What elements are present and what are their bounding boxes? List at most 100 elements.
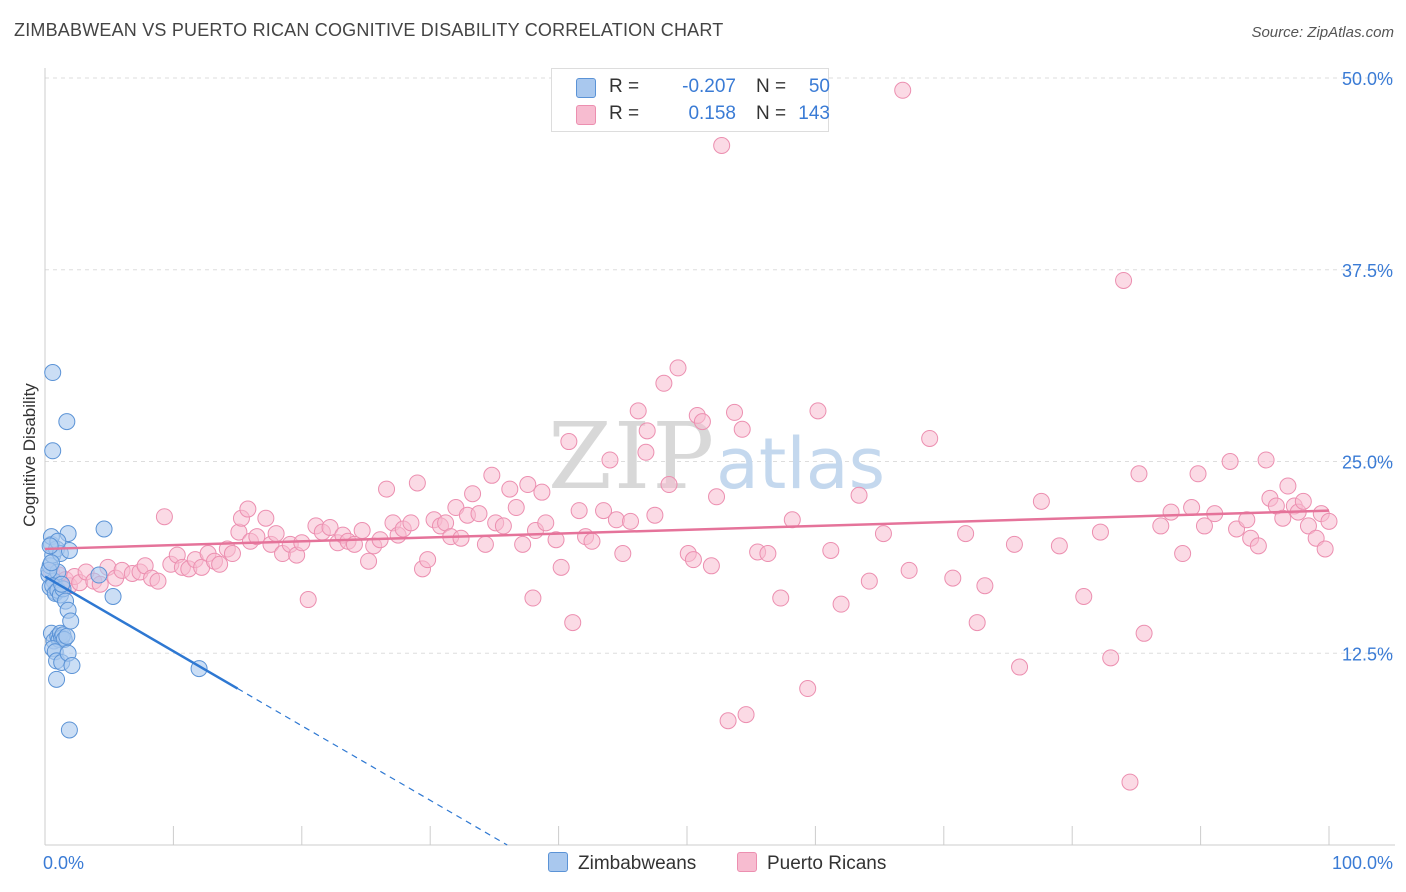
puerto-rican-point — [1294, 492, 1312, 510]
puerto-rican-point — [693, 413, 711, 431]
puerto-rican-point — [452, 529, 470, 547]
zimbabwean-point — [95, 520, 113, 538]
bottom-legend-swatch-blue — [548, 852, 568, 872]
zimbabwean-point — [90, 566, 108, 584]
legend-n-value: 50 — [808, 76, 830, 97]
puerto-rican-point — [293, 534, 311, 552]
puerto-rican-point — [850, 486, 868, 504]
puerto-rican-point — [638, 422, 656, 440]
puerto-rican-point — [1221, 453, 1239, 470]
puerto-rican-point — [419, 551, 437, 569]
legend-n-label: N = — [756, 76, 787, 97]
puerto-rican-point — [570, 502, 588, 520]
puerto-rican-point — [1152, 517, 1170, 535]
axes — [44, 68, 1395, 846]
puerto-rican-point — [733, 420, 751, 438]
puerto-rican-point — [211, 555, 229, 573]
zimbabwean-point — [63, 657, 81, 675]
puerto-rican-point — [809, 402, 827, 420]
puerto-rican-point — [1102, 649, 1120, 667]
puerto-rican-point — [1279, 477, 1297, 495]
puerto-rican-point — [524, 589, 542, 607]
puerto-rican-point — [860, 572, 878, 590]
puerto-rican-point — [321, 518, 339, 536]
zimbabwean-point — [41, 537, 59, 555]
puerto-rican-point — [1189, 465, 1207, 483]
legend-swatch-pink — [576, 105, 596, 125]
y-tick-label: 37.5% — [1342, 261, 1393, 281]
puerto-rican-point — [1162, 503, 1180, 521]
puerto-rican-point — [822, 541, 840, 559]
puerto-rican-point — [547, 531, 565, 549]
puerto-rican-point — [1075, 587, 1093, 605]
puerto-rican-point — [957, 525, 975, 543]
puerto-rican-point — [669, 359, 687, 377]
puerto-rican-point — [299, 591, 317, 609]
puerto-rican-point — [149, 572, 167, 590]
legend-n-value: 143 — [798, 103, 830, 124]
zimbabwean-point — [48, 670, 66, 688]
puerto-rican-point — [622, 512, 640, 530]
puerto-rican-point — [1091, 523, 1109, 541]
puerto-rican-point — [976, 577, 994, 595]
puerto-rican-point — [360, 552, 378, 570]
puerto-rican-point — [799, 680, 817, 698]
legend-r-value: 0.158 — [688, 103, 736, 124]
bottom-legend-puerto-ricans: Puerto Ricans — [737, 852, 886, 875]
y-tick-label: 50.0% — [1342, 69, 1393, 89]
legend-r-value: -0.207 — [682, 76, 736, 97]
puerto-rican-point — [1011, 658, 1029, 676]
puerto-rican-point — [507, 499, 525, 517]
puerto-rican-point — [1135, 624, 1153, 642]
trend-lines — [44, 509, 1330, 846]
puerto-rican-point — [514, 535, 532, 553]
puerto-rican-point — [560, 433, 578, 451]
puerto-rican-point — [1257, 451, 1275, 469]
zimbabwean-point — [44, 364, 62, 382]
grid-lines — [45, 77, 1395, 654]
puerto-rican-point — [655, 374, 673, 392]
bottom-legend-label-blue: Zimbabweans — [578, 853, 697, 874]
puerto-rican-point — [968, 614, 986, 632]
puerto-rican-point — [1115, 271, 1133, 289]
zimbabwean-point — [42, 554, 60, 572]
bottom-legend-zimbabweans: Zimbabweans — [548, 852, 696, 875]
zimbabwean-point — [60, 541, 78, 559]
puerto-rican-point — [1316, 540, 1334, 558]
puerto-rican-point — [1032, 492, 1050, 510]
puerto-rican-point — [378, 480, 396, 498]
x-tick-label: 0.0% — [43, 853, 84, 873]
puerto-rican-point — [564, 614, 582, 632]
axis-labels: 12.5% 25.0% 37.5% 50.0% 0.0% 100.0% Cognitive … — [20, 69, 1393, 873]
puerto-rican-point — [1183, 499, 1201, 517]
puerto-rican-point — [464, 485, 482, 503]
puerto-rican-point — [1121, 773, 1139, 791]
zimbabweans-trend-line — [44, 575, 239, 690]
puerto-rican-point — [223, 545, 241, 563]
zimbabwean-point — [44, 442, 62, 460]
puerto-rican-point — [537, 514, 555, 532]
watermark-zip: ZIP — [548, 403, 716, 510]
zimbabwean-point — [58, 413, 76, 431]
y-axis-title: Cognitive Disability — [20, 383, 39, 527]
zimbabwean-point — [58, 627, 76, 645]
puerto-rican-point — [1130, 465, 1148, 483]
puerto-rican-point — [894, 81, 912, 99]
puerto-rican-point — [1274, 509, 1292, 527]
zimbabwean-point — [62, 612, 80, 630]
puerto-rican-point — [702, 557, 720, 575]
legend-r-label: R = — [609, 103, 640, 124]
puerto-rican-point — [248, 528, 266, 546]
puerto-rican-point — [708, 488, 726, 506]
correlation-legend: R = -0.207 N = 50 R = 0.158 N = 143 — [551, 68, 830, 132]
puerto-rican-point — [1299, 517, 1317, 535]
puerto-rican-point — [353, 522, 371, 540]
puerto-rican-point — [533, 483, 551, 501]
y-tick-label: 25.0% — [1342, 453, 1393, 473]
zimbabwean-point — [104, 587, 122, 605]
puerto-rican-point — [501, 480, 519, 498]
puerto-rican-point — [1005, 535, 1023, 553]
puerto-rican-point — [470, 505, 488, 523]
legend-n-label: N = — [756, 103, 787, 124]
